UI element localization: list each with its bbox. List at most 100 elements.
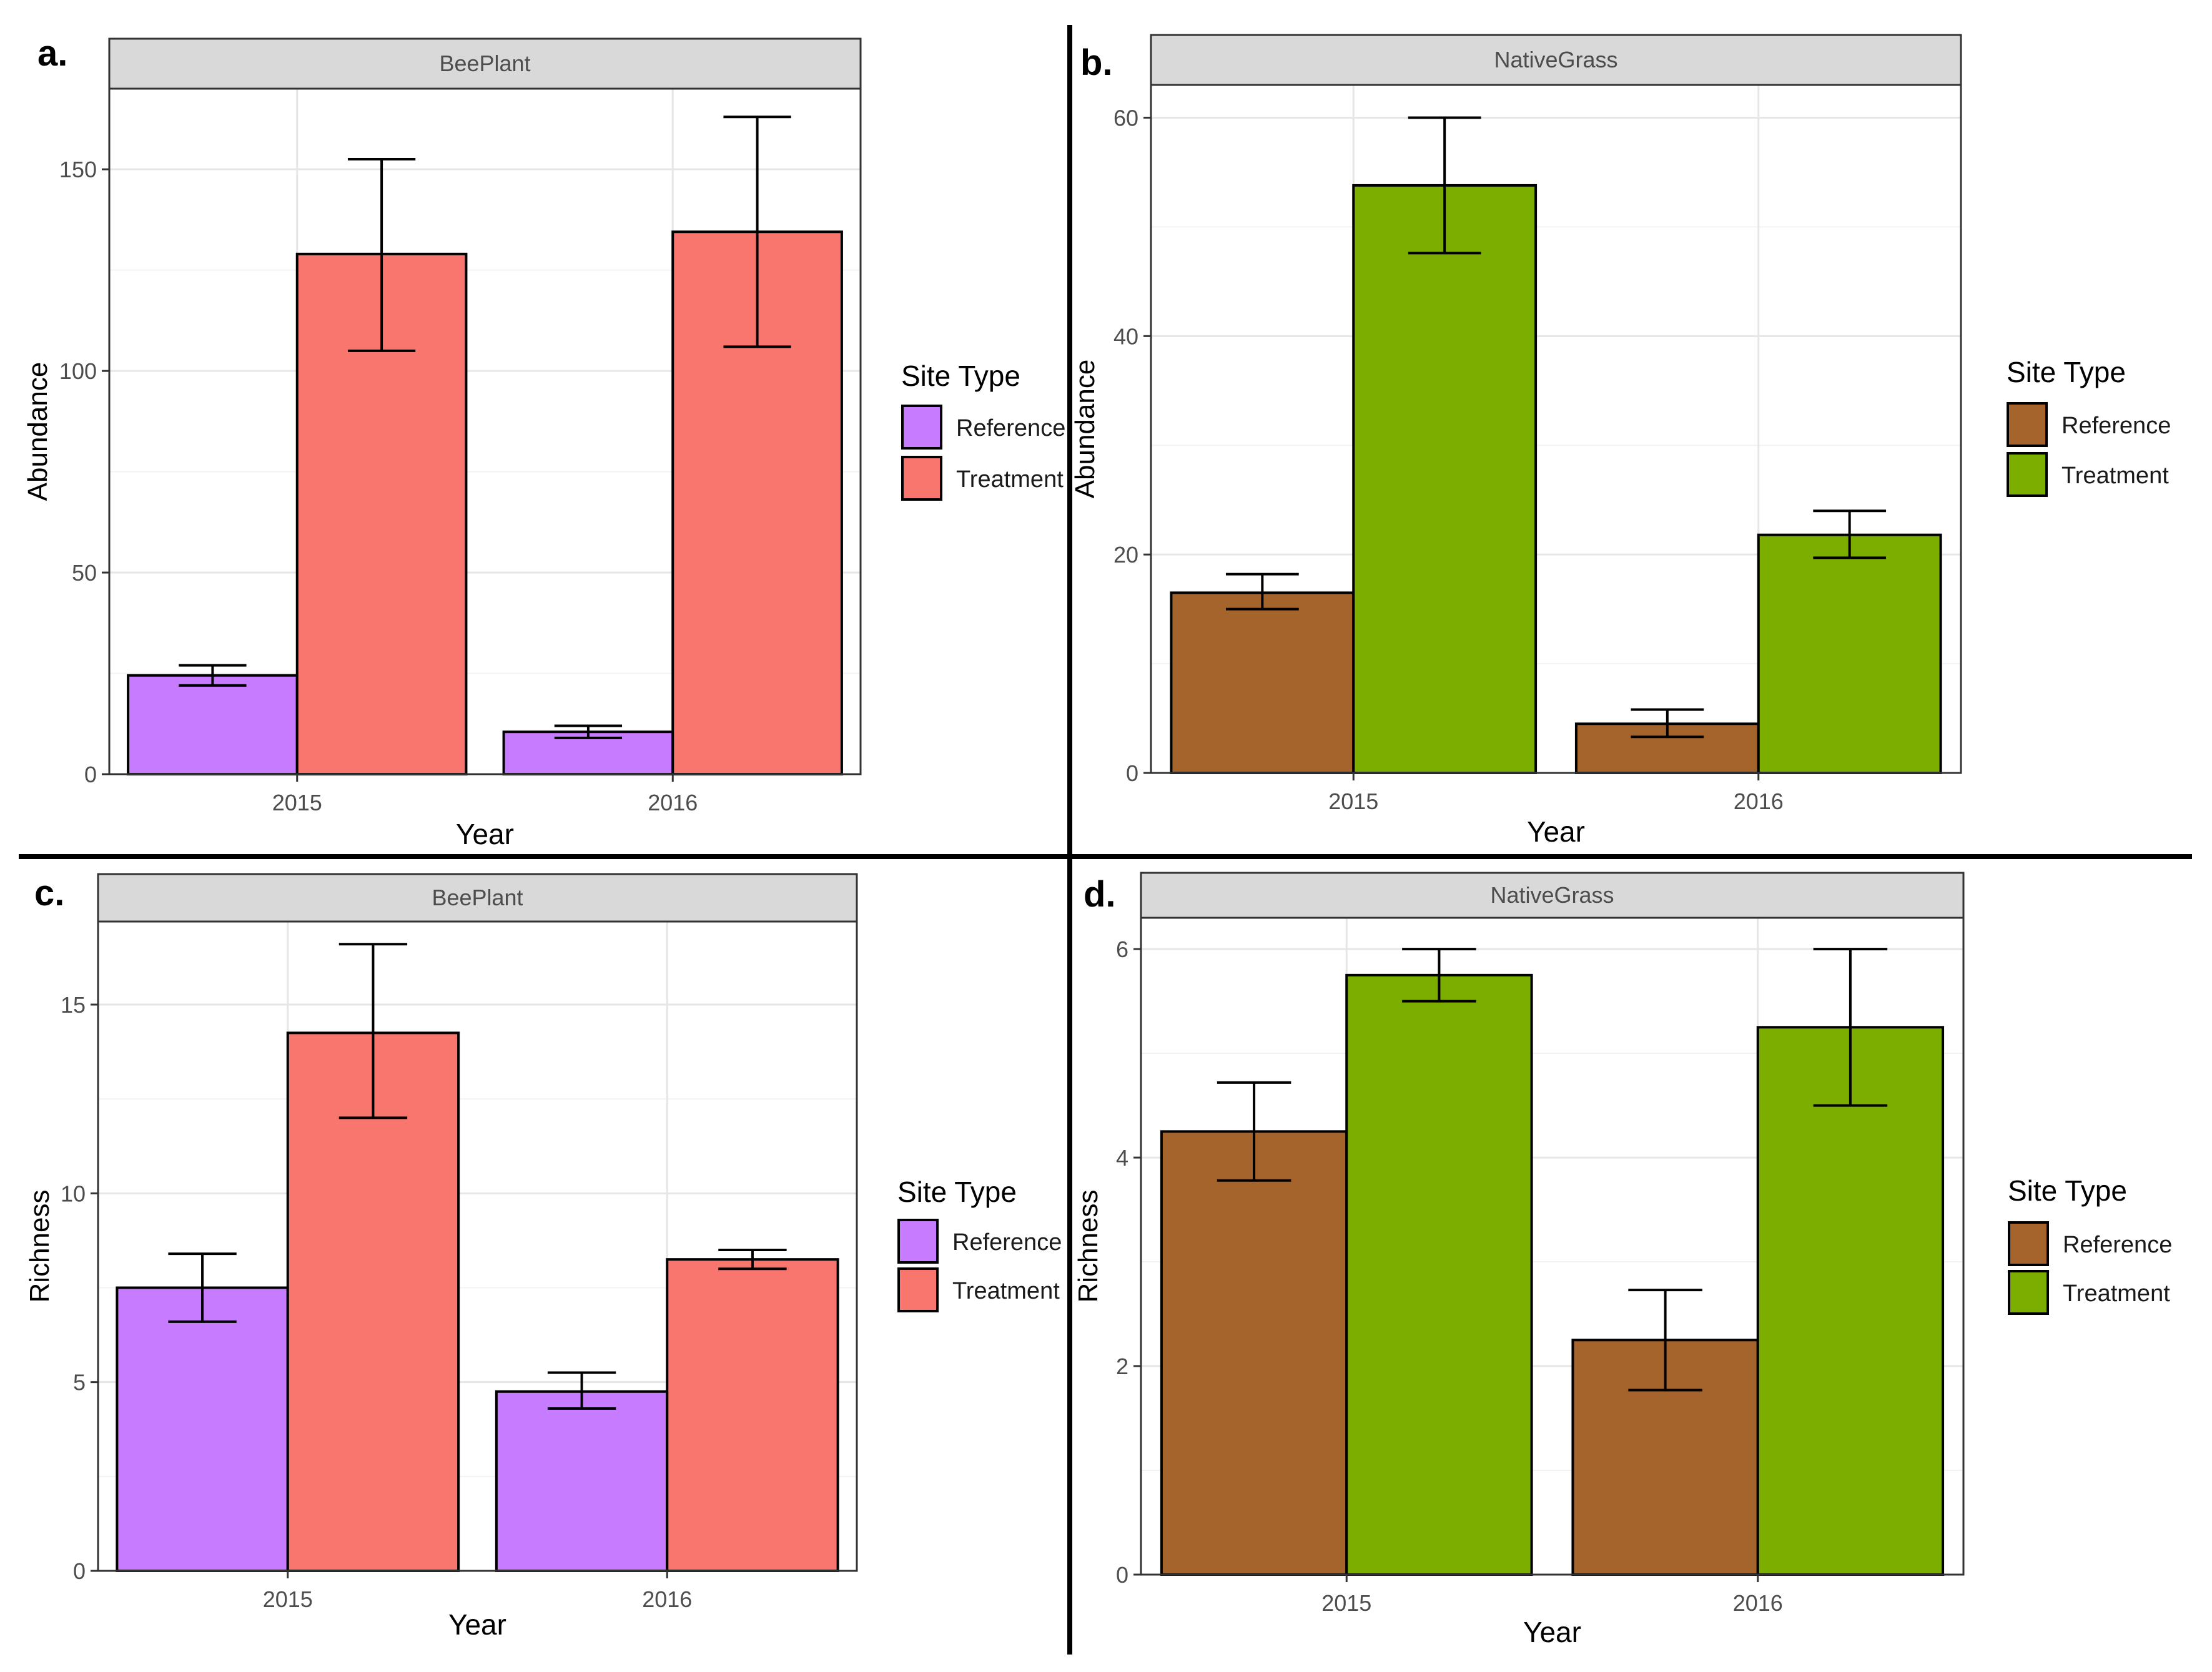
error-bar-treatment-2015 — [1408, 116, 1481, 255]
y-tick-label: 10 — [61, 1181, 86, 1206]
error-bar-treatment-2016 — [723, 116, 791, 348]
y-tick-label: 15 — [61, 992, 86, 1018]
legend-title: Site Type — [2008, 1174, 2127, 1207]
y-tick-label: 150 — [59, 157, 97, 182]
error-bar-reference-2016 — [554, 724, 623, 739]
horizontal-divider — [19, 854, 2192, 859]
legend-label-reference: Reference — [956, 415, 1065, 441]
panel-letter: c. — [34, 873, 64, 913]
error-bar-reference-2015 — [1217, 1081, 1291, 1182]
vertical-divider — [1067, 25, 1072, 1655]
legend-title: Site Type — [901, 360, 1020, 392]
panel-b: b. NativeGrass 0 20 40 60 2015 2016 Year Abundanc… — [1070, 34, 2171, 848]
panel-border — [1140, 917, 1965, 1576]
error-bar-treatment-2016 — [1813, 948, 1888, 1107]
error-bar-reference-2015 — [179, 664, 247, 687]
facet-label: NativeGrass — [1490, 882, 1614, 908]
bar-treatment-2015 — [1352, 184, 1538, 774]
x-axis-title: Year — [1527, 815, 1585, 848]
panel-letter: d. — [1084, 874, 1116, 915]
facet-label: BeePlant — [439, 51, 530, 76]
facet-strip — [1150, 34, 1962, 86]
legend-label-treatment: Treatment — [2061, 463, 2169, 489]
panel-border — [108, 87, 862, 775]
y-tick-label: 0 — [84, 762, 97, 787]
y-axis-title: Richness — [24, 1190, 55, 1303]
legend-label-reference: Reference — [2061, 413, 2171, 439]
y-tick-label: 6 — [1116, 937, 1128, 962]
y-axis-title: Abundance — [22, 362, 53, 501]
legend-key-reference — [2008, 1221, 2049, 1266]
legend-key-reference — [897, 1219, 939, 1264]
panel-c: c. BeePlant 0 5 10 15 2015 2016 Year Richness Site… — [24, 873, 1062, 1641]
legend-title: Site Type — [897, 1176, 1017, 1208]
legend: Site Type Reference Treatment — [897, 1176, 1062, 1312]
bar-treatment-2016 — [1756, 1026, 1945, 1576]
error-bar-reference-2016 — [1631, 708, 1704, 739]
error-bar-reference-2015 — [1225, 573, 1299, 611]
legend-key-treatment — [901, 456, 942, 501]
error-bar-treatment-2015 — [1402, 948, 1476, 1003]
x-tick-label: 2015 — [1328, 789, 1378, 814]
panel-letter: a. — [37, 33, 67, 74]
bar-treatment-2016 — [666, 1258, 839, 1573]
y-tick-label: 4 — [1116, 1145, 1128, 1171]
panel-a: a. BeePlant 0 50 100 150 2015 2016 Year Abundance… — [22, 33, 1065, 850]
y-tick-label: 100 — [59, 358, 97, 384]
legend-label-reference: Reference — [952, 1229, 1062, 1256]
legend-label-treatment: Treatment — [952, 1278, 1060, 1304]
bar-reference-2015 — [1170, 591, 1355, 775]
legend-title: Site Type — [2007, 356, 2126, 388]
y-axis-title: Abundance — [1070, 360, 1100, 499]
legend: Site Type Reference Treatment — [2008, 1174, 2172, 1315]
facet-label: BeePlant — [432, 885, 523, 910]
x-tick-label: 2015 — [1321, 1590, 1371, 1616]
x-tick-label: 2016 — [648, 790, 698, 815]
bar-reference-2015 — [1160, 1130, 1348, 1576]
legend-label-reference: Reference — [2063, 1232, 2172, 1258]
y-tick-label: 0 — [1126, 760, 1138, 786]
legend-key-treatment — [2008, 1270, 2049, 1315]
panel-border — [97, 920, 858, 1572]
y-tick-label: 20 — [1113, 542, 1138, 568]
y-tick-label: 0 — [1116, 1562, 1128, 1588]
panel-border — [1150, 84, 1962, 774]
error-bar-treatment-2016 — [718, 1249, 787, 1271]
bar-treatment-2015 — [1345, 973, 1533, 1576]
legend-label-treatment: Treatment — [2063, 1281, 2170, 1307]
bar-reference-2015 — [116, 1286, 289, 1573]
legend-label-treatment: Treatment — [956, 466, 1064, 493]
x-axis-title: Year — [456, 818, 514, 850]
legend: Site Type Reference Treatment — [901, 360, 1065, 501]
y-tick-label: 2 — [1116, 1354, 1128, 1379]
bar-treatment-2016 — [1757, 533, 1942, 775]
x-tick-label: 2016 — [642, 1586, 692, 1612]
y-tick-label: 50 — [72, 560, 97, 586]
x-tick-label: 2015 — [272, 790, 322, 815]
y-tick-label: 0 — [73, 1558, 86, 1584]
error-bar-treatment-2016 — [1813, 509, 1887, 559]
error-bar-treatment-2015 — [338, 943, 408, 1119]
legend-key-treatment — [897, 1267, 939, 1312]
x-axis-title: Year — [1523, 1616, 1581, 1648]
facet-strip — [108, 37, 862, 90]
y-tick-label: 5 — [73, 1370, 86, 1395]
panel-letter: b. — [1080, 42, 1113, 83]
y-tick-label: 40 — [1113, 323, 1138, 349]
legend-key-treatment — [2007, 452, 2048, 497]
x-axis-title: Year — [448, 1608, 506, 1641]
facet-strip — [1140, 872, 1965, 919]
error-bar-treatment-2015 — [347, 158, 416, 352]
panel-d: d. NativeGrass 0 2 4 6 2015 2016 Year Richness Sit… — [1073, 872, 2172, 1648]
legend: Site Type Reference Treatment — [2007, 356, 2171, 497]
x-tick-label: 2016 — [1734, 789, 1784, 814]
y-axis-title: Richness — [1073, 1190, 1104, 1303]
y-tick-label: 60 — [1113, 105, 1138, 130]
legend-key-reference — [901, 405, 942, 450]
error-bar-reference-2016 — [1628, 1289, 1702, 1392]
bar-reference-2015 — [127, 674, 299, 775]
error-bar-reference-2016 — [547, 1371, 616, 1410]
x-tick-label: 2015 — [263, 1586, 313, 1612]
error-bar-reference-2015 — [168, 1252, 237, 1323]
